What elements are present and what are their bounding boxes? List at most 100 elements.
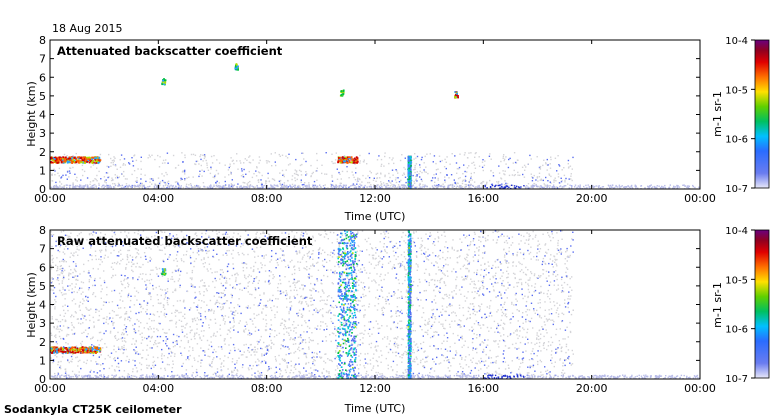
noise-pixel — [296, 289, 298, 292]
noise-pixel — [539, 179, 541, 181]
noise-pixel — [428, 320, 431, 323]
noise-pixel — [252, 159, 254, 161]
ground-pixel — [196, 185, 199, 188]
noise-pixel — [454, 182, 456, 184]
feature-pixel — [67, 157, 70, 160]
noise-pixel — [118, 184, 120, 186]
ground-pixel — [83, 186, 85, 188]
noise-pixel — [224, 276, 226, 278]
noise-pixel — [51, 174, 53, 176]
noise-pixel — [449, 350, 451, 352]
ground-pixel — [586, 187, 588, 189]
noise-pixel — [257, 171, 260, 173]
x-tick-label: 20:00 — [576, 192, 608, 205]
noise-pixel — [248, 161, 251, 164]
noise-pixel — [343, 155, 346, 157]
feature-pixel — [78, 157, 81, 160]
noise-pixel — [384, 155, 386, 158]
ground-pixel — [468, 187, 470, 189]
ground-pixel — [606, 187, 608, 189]
feature-pixel — [343, 160, 345, 163]
noise-pixel — [386, 183, 389, 185]
noise-pixel — [494, 331, 496, 333]
noise-pixel — [540, 333, 542, 335]
noise-pixel — [443, 281, 445, 283]
noise-pixel — [469, 183, 472, 186]
noise-pixel — [354, 187, 356, 189]
noise-pixel — [127, 277, 129, 279]
ground-pixel — [682, 184, 684, 186]
noise-pixel — [165, 159, 167, 161]
noise-pixel — [233, 319, 235, 321]
ground-pixel — [698, 186, 700, 189]
feature-pixel — [353, 161, 356, 164]
ground-pixel — [79, 184, 81, 186]
noise-pixel — [555, 263, 558, 265]
noise-pixel — [475, 287, 477, 289]
noise-pixel — [380, 181, 382, 183]
noise-pixel — [258, 313, 260, 316]
ground-pixel — [621, 185, 623, 187]
noise-pixel — [539, 168, 542, 170]
noise-pixel — [250, 267, 252, 269]
ground-pixel — [167, 185, 169, 187]
noise-pixel — [112, 162, 114, 164]
noise-pixel — [224, 323, 226, 325]
feature-pixel — [88, 158, 91, 161]
noise-pixel — [115, 242, 117, 245]
noise-pixel — [114, 164, 117, 166]
noise-pixel — [254, 349, 256, 351]
ground-pixel — [52, 185, 55, 188]
noise-pixel — [552, 260, 554, 262]
noise-pixel — [324, 323, 327, 325]
ground-pixel — [611, 186, 613, 189]
noise-pixel — [525, 266, 527, 269]
noise-pixel — [249, 162, 252, 164]
ground-pixel — [87, 187, 90, 189]
noise-pixel — [293, 295, 295, 298]
noise-pixel — [58, 251, 61, 253]
noise-pixel — [158, 242, 160, 245]
noise-pixel — [326, 269, 328, 271]
noise-pixel — [241, 262, 243, 264]
noise-pixel — [176, 260, 179, 262]
noise-pixel — [272, 294, 274, 297]
noise-pixel — [550, 182, 552, 184]
feature-pixel — [82, 157, 84, 159]
ground-pixel — [447, 185, 449, 188]
noise-pixel — [517, 320, 519, 322]
noise-pixel — [395, 169, 397, 171]
noise-pixel — [525, 305, 527, 307]
noise-pixel — [257, 287, 260, 289]
noise-pixel — [345, 252, 347, 254]
noise-pixel — [283, 324, 286, 326]
noise-pixel — [552, 319, 554, 321]
noise-pixel — [524, 185, 526, 188]
noise-pixel — [165, 336, 167, 338]
noise-pixel — [243, 287, 246, 289]
ground-pixel — [121, 184, 124, 187]
ground-pixel — [584, 187, 586, 189]
noise-pixel — [498, 180, 500, 183]
noise-pixel — [149, 181, 151, 183]
noise-pixel — [359, 178, 361, 181]
noise-pixel — [141, 187, 144, 189]
noise-pixel — [352, 183, 355, 185]
noise-pixel — [492, 187, 494, 189]
noise-pixel — [151, 183, 153, 185]
noise-pixel — [77, 322, 80, 324]
noise-pixel — [431, 278, 434, 281]
noise-pixel — [186, 336, 188, 339]
noise-pixel — [491, 183, 493, 185]
noise-pixel — [447, 264, 449, 266]
noise-pixel — [332, 300, 335, 302]
noise-pixel — [554, 157, 557, 159]
ground-pixel — [290, 185, 292, 188]
ground-pixel — [162, 185, 165, 187]
noise-pixel — [277, 283, 280, 285]
noise-pixel — [419, 183, 421, 185]
noise-pixel — [361, 332, 363, 334]
noise-pixel — [415, 343, 418, 345]
noise-pixel — [472, 238, 475, 240]
ground-pixel — [593, 185, 596, 188]
